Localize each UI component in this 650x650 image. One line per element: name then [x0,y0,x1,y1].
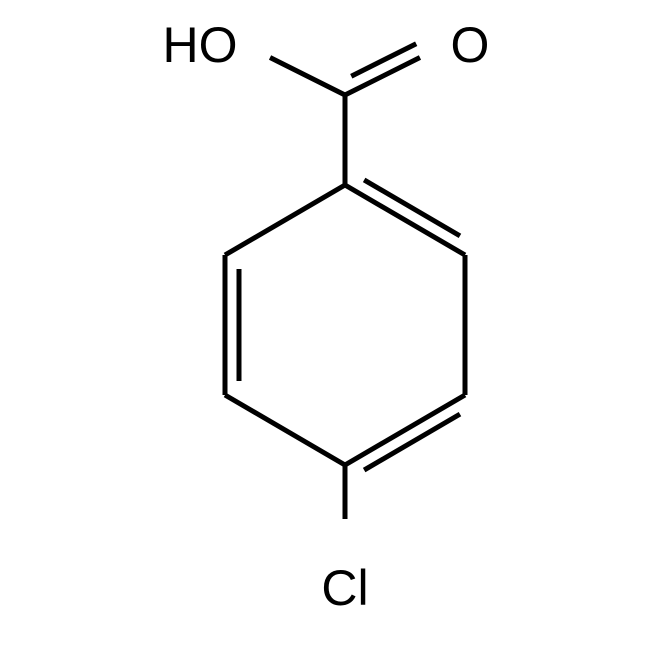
chemical-structure-diagram: HO O Cl [0,0,650,650]
hydroxyl-label: HO [163,17,238,73]
bonds-layer [225,44,465,519]
chlorine-label: Cl [321,560,368,616]
carbonyl-oxygen-label: O [451,17,490,73]
